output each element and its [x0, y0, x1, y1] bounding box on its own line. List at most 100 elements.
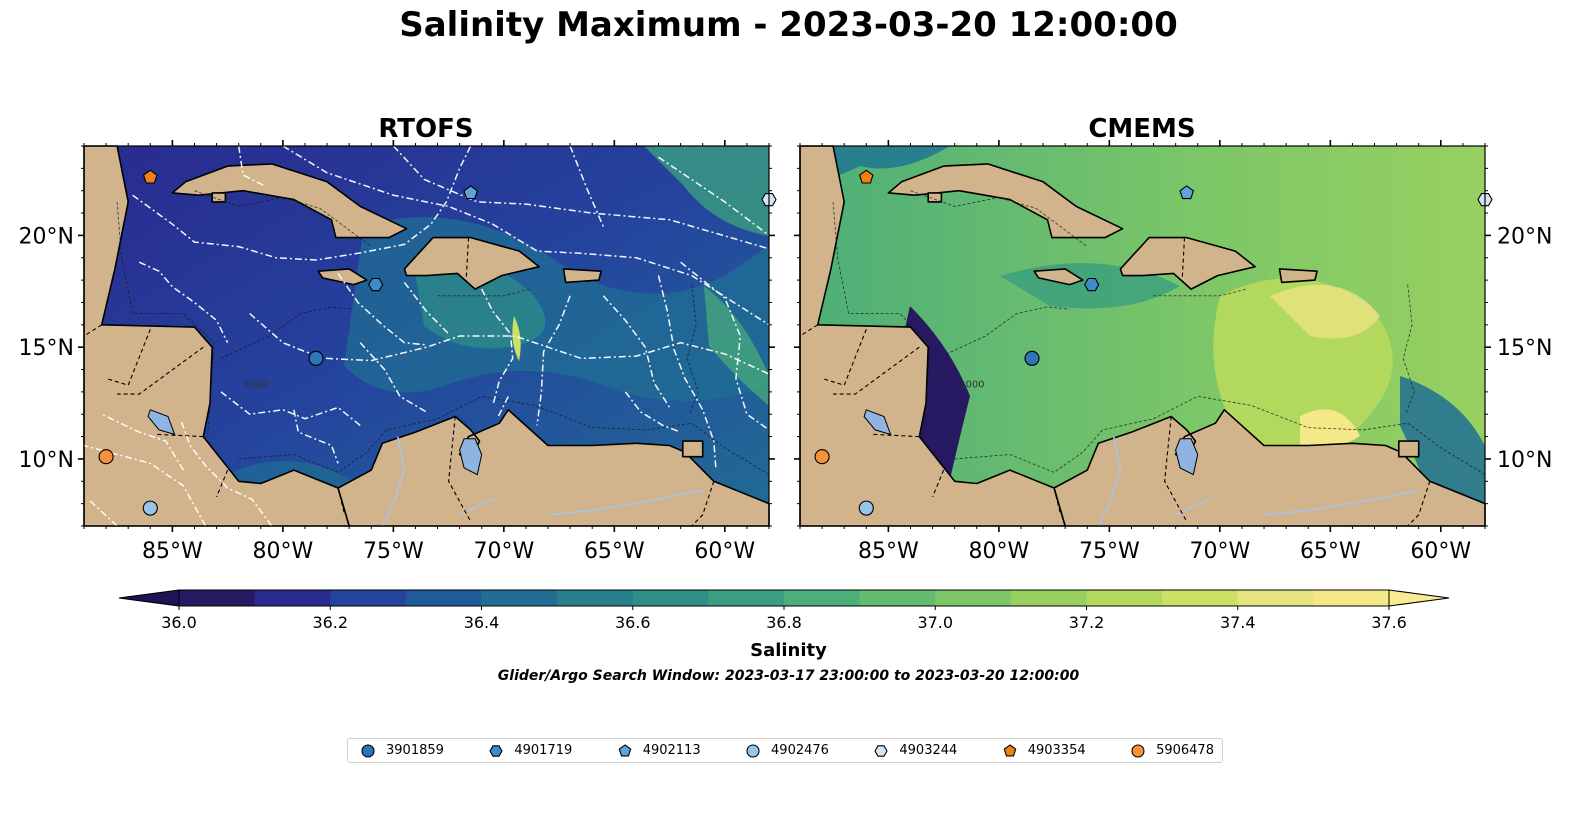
- legend-item: 4902476: [745, 743, 829, 759]
- jamaica: [317, 268, 368, 286]
- country-border: [872, 433, 920, 438]
- country-border: [691, 481, 715, 527]
- eez-boundary: [87, 498, 118, 527]
- colorbar-swatch: [632, 590, 709, 606]
- salinity-feature: [512, 316, 521, 361]
- float-marker-4903244: [874, 744, 889, 757]
- eez-boundary: [403, 281, 450, 335]
- eez-boundary: [359, 342, 427, 413]
- legend-label: 4902113: [642, 743, 701, 758]
- lon-tick-label: 75°W: [363, 539, 424, 564]
- eez-boundary: [657, 275, 717, 471]
- country-border: [799, 324, 818, 337]
- legend-item: 4901719: [488, 743, 572, 759]
- colorbar-tick-label: 37.4: [1220, 613, 1256, 632]
- colorbar-swatch: [708, 590, 785, 606]
- jamaica: [1033, 268, 1084, 286]
- lat-tick-label: 15°N: [19, 336, 74, 361]
- salinity-feature: [704, 286, 769, 406]
- float-legend: 3901859 4901719 4902113 4902476 4903244 …: [347, 738, 1223, 763]
- trinidad: [682, 440, 704, 458]
- map-axes: 85°W 80°W 75°W 70°W 65°W 60°W 20°N 15°N 10°N: [794, 140, 1552, 564]
- puerto-rico: [1278, 268, 1318, 284]
- map-frame: [83, 145, 770, 527]
- country-border: [1407, 481, 1431, 527]
- salinity-feature: [414, 260, 546, 349]
- eez-boundary: [180, 420, 273, 527]
- south-america: [1053, 409, 1486, 527]
- colorbar-tick-label: 37.0: [917, 613, 953, 632]
- country-border: [216, 469, 229, 498]
- float-marker-4902476: [858, 500, 874, 516]
- legend-label: 5906478: [1156, 743, 1214, 758]
- lake-nicaragua: [863, 409, 892, 436]
- float-markers: [98, 169, 777, 516]
- legend-label: 3901859: [386, 743, 444, 758]
- river: [381, 436, 406, 527]
- trinidad: [1398, 440, 1420, 458]
- colorbar-swatch: [859, 590, 936, 606]
- map-axes: 85°W 80°W 75°W 70°W 65°W 60°W 20°N 15°N 10°N: [19, 140, 775, 564]
- colorbar-swatch: [481, 590, 558, 606]
- legend-item: 4903354: [1002, 743, 1086, 759]
- colorbar-swatch: [179, 590, 256, 606]
- legend-label: 4902476: [771, 743, 829, 758]
- legend-item: 4902113: [617, 743, 701, 759]
- lon-tick-label: 75°W: [1079, 539, 1140, 564]
- colorbar-swatch: [557, 590, 634, 606]
- country-border: [448, 416, 472, 522]
- eez-boundary: [237, 145, 266, 187]
- float-marker-4901719: [368, 277, 384, 292]
- isobath-contour: [936, 306, 1070, 359]
- float-marker-3901859: [308, 350, 324, 366]
- salinity-feature: [1400, 376, 1485, 526]
- float-marker-5906478: [1131, 743, 1145, 758]
- isobath-contour: [1402, 284, 1415, 415]
- float-marker-5906478: [98, 449, 114, 465]
- colorbar-swatch: [1313, 590, 1390, 606]
- eez-boundary: [536, 295, 571, 426]
- float-marker-4902476: [142, 500, 158, 516]
- legend-label: 4903354: [1027, 743, 1086, 758]
- colorbar-tick-label: 36.8: [766, 613, 802, 632]
- salinity-feature: [1270, 284, 1380, 339]
- legend-marker-icon: [1003, 743, 1017, 756]
- legend-marker-icon: [874, 744, 889, 757]
- river: [1097, 436, 1122, 527]
- legend-marker-icon: [361, 743, 375, 758]
- colorbar-tick-label: 36.6: [615, 613, 651, 632]
- colorbar-tick-label: 37.2: [1069, 613, 1105, 632]
- lat-tick-label: 20°N: [19, 224, 74, 249]
- eez-boundary: [138, 261, 229, 344]
- country-border: [83, 324, 102, 337]
- lon-tick-label: 65°W: [1300, 539, 1361, 564]
- isobath-contour: [954, 395, 1486, 475]
- colorbar-extend-max: [1388, 589, 1450, 607]
- land-features: 1000: [799, 145, 1486, 527]
- lake-maracaibo: [1175, 438, 1199, 476]
- lon-tick-label: 65°W: [584, 539, 645, 564]
- float-marker-4902476: [746, 743, 760, 758]
- legend-item: 5906478: [1130, 743, 1214, 759]
- float-marker-5906478: [814, 449, 830, 465]
- legend-label: 4903244: [899, 743, 958, 758]
- country-border: [932, 469, 945, 498]
- colorbar-swatch: [1237, 590, 1314, 606]
- colorbar-tick-label: 36.4: [464, 613, 500, 632]
- float-marker-4901719: [1084, 277, 1100, 292]
- isobath-contour: [220, 306, 354, 359]
- legend-label: 4901719: [514, 743, 573, 758]
- eez-boundary: [602, 295, 671, 408]
- colorbar-swatch: [254, 590, 331, 606]
- map-panel-cmems: CMEMS 1000 85°W 80°W 75°W 70°W 65°W 60°W 20°N 1…: [794, 114, 1552, 564]
- country-border: [156, 433, 204, 438]
- country-border: [833, 346, 920, 395]
- cuba: [171, 163, 408, 239]
- lon-tick-label: 80°W: [252, 539, 313, 564]
- map-panel-rtofs: RTOFS 1000 85°W 80°W 75°W 70°W 65°W 60°W 20°N 1…: [19, 114, 777, 564]
- lake-maracaibo: [459, 438, 483, 476]
- lat-tick-label: 10°N: [1497, 448, 1552, 473]
- country-border: [1053, 487, 1062, 515]
- isobath-contour: [437, 288, 531, 297]
